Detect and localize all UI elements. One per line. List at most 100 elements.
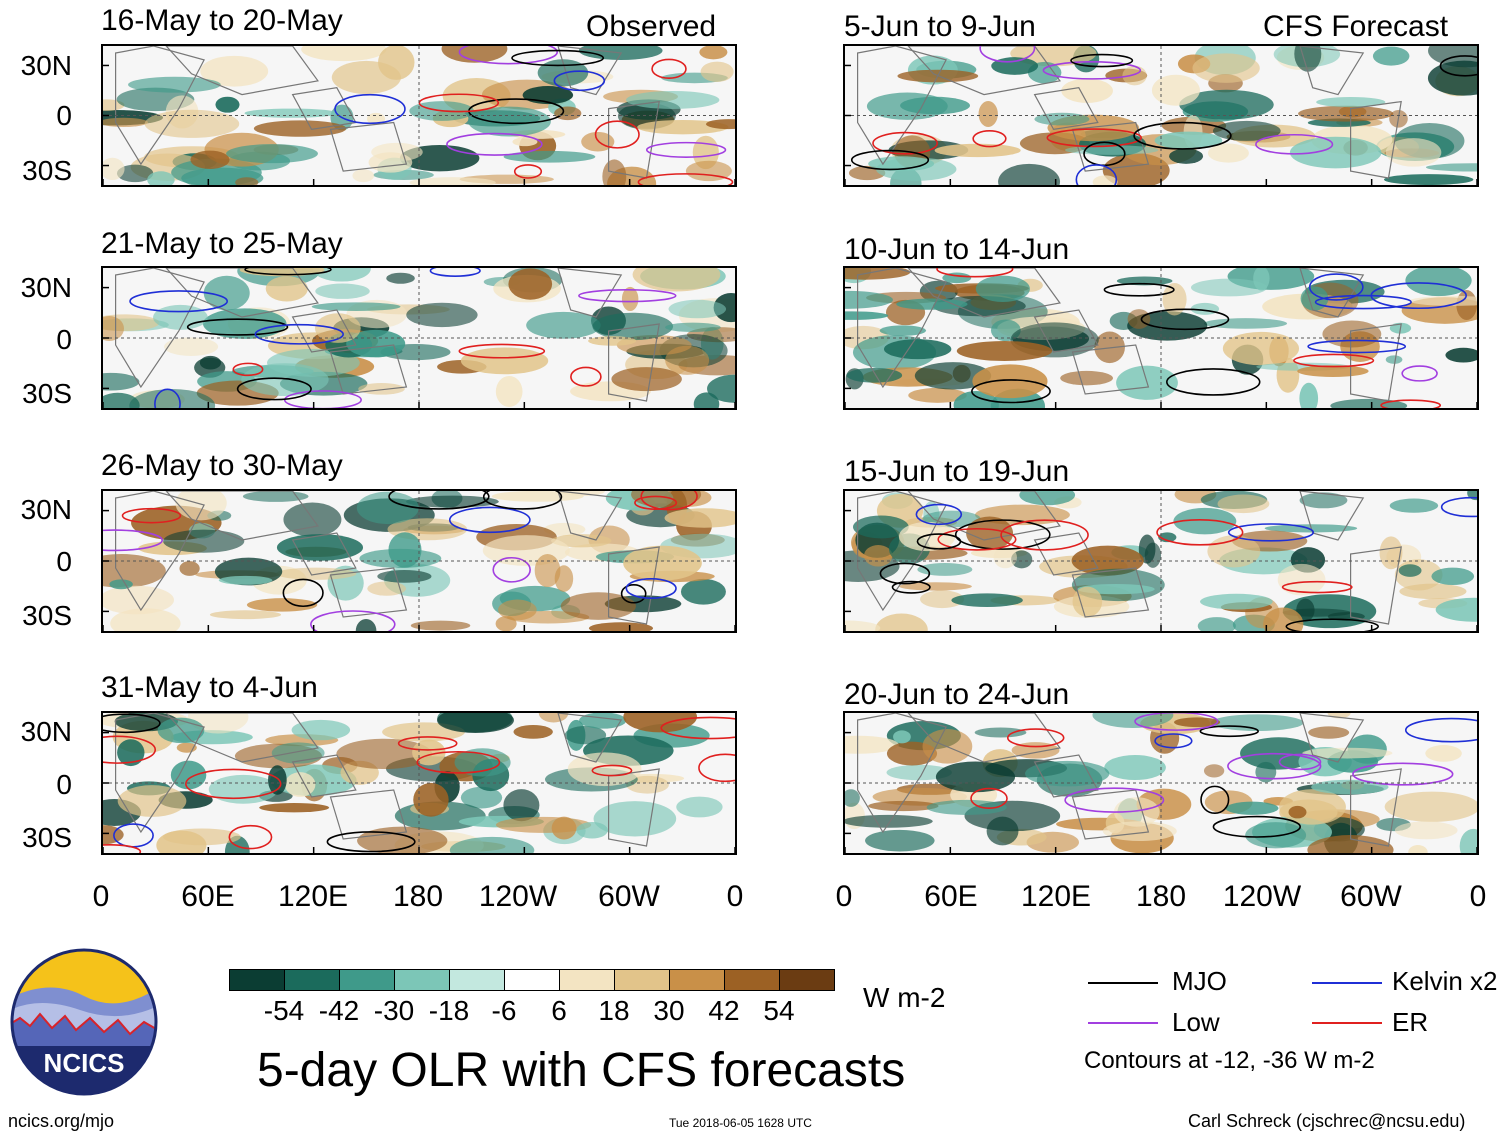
- olr-anomaly-blob: [986, 816, 1019, 846]
- land-outline: [1299, 713, 1365, 763]
- olr-anomaly-blob: [271, 742, 325, 764]
- olr-anomaly-blob: [1113, 797, 1160, 827]
- wave-contour: [492, 556, 531, 583]
- wave-contour: [228, 824, 273, 850]
- wave-contour: [446, 132, 543, 156]
- lat-label-30n: 30N: [20, 272, 72, 303]
- legend-label-er: ER: [1392, 1007, 1429, 1037]
- olr-anomaly-blob: [879, 325, 927, 336]
- wave-contour: [970, 787, 1008, 809]
- olr-anomaly-blob: [163, 828, 241, 846]
- olr-anomaly-blob: [1060, 370, 1113, 386]
- lat-label-30n: 30N: [20, 494, 72, 525]
- land-outline: [115, 491, 205, 612]
- map-observed-2: [101, 266, 737, 410]
- olr-anomaly-blob: [1383, 174, 1474, 185]
- legend-line-mjo: [1088, 982, 1158, 984]
- wave-contour: [1156, 519, 1244, 546]
- wave-contour: [634, 495, 678, 510]
- olr-anomaly-blob: [700, 61, 734, 82]
- olr-anomaly-blob: [579, 713, 627, 729]
- land-outline: [608, 546, 660, 625]
- land-outline: [329, 789, 408, 840]
- wave-contour: [972, 129, 1007, 148]
- olr-anomaly-blob: [538, 713, 569, 723]
- colorbar-swatch: [779, 969, 835, 991]
- olr-anomaly-blob: [1384, 791, 1477, 822]
- olr-anomaly-blob: [503, 150, 596, 163]
- wave-contour: [1046, 128, 1142, 148]
- land-outline: [115, 268, 205, 389]
- land-outline: [1071, 789, 1150, 840]
- lat-label-eq: 0: [56, 769, 72, 800]
- wave-contour: [1212, 815, 1301, 838]
- olr-anomaly-blob: [283, 502, 342, 537]
- olr-anomaly-blob: [886, 764, 952, 781]
- olr-anomaly-blob: [147, 171, 175, 185]
- land-outline: [165, 713, 319, 763]
- wave-contour: [1200, 785, 1230, 815]
- wave-contour: [570, 366, 602, 387]
- olr-anomaly-blob: [103, 392, 140, 408]
- colorbar-swatch: [559, 969, 615, 991]
- wave-contour: [1199, 725, 1259, 738]
- wave-contour: [1314, 294, 1412, 310]
- map-observed-1: [101, 44, 737, 187]
- olr-anomaly-blob: [1151, 74, 1200, 106]
- panel-title-forecast-2: 10-Jun to 14-Jun: [844, 233, 1070, 266]
- olr-anomaly-blob: [460, 786, 503, 809]
- colorbar-swatch: [229, 969, 285, 991]
- olr-anomaly-blob: [845, 814, 933, 828]
- wave-contour: [625, 577, 677, 600]
- land-outline: [857, 491, 947, 612]
- lon-label: 60W: [1340, 880, 1402, 913]
- olr-anomaly-blob: [1385, 138, 1442, 167]
- olr-anomaly-blob: [1311, 779, 1389, 795]
- land-outline: [291, 532, 357, 576]
- lat-label-eq: 0: [56, 100, 72, 131]
- olr-anomaly-blob: [1203, 318, 1288, 329]
- wave-contour: [1440, 496, 1477, 518]
- olr-anomaly-blob: [845, 268, 911, 280]
- footer-url[interactable]: ncics.org/mjo: [8, 1111, 115, 1131]
- wave-contour: [1352, 762, 1454, 786]
- olr-anomaly-blob: [460, 347, 549, 375]
- wave-contour: [1285, 618, 1379, 631]
- olr-anomaly-blob: [503, 789, 540, 822]
- land-outline: [857, 713, 947, 834]
- olr-anomaly-blob: [346, 329, 406, 358]
- land-outline: [165, 491, 319, 541]
- wave-contour: [936, 268, 1014, 278]
- olr-anomaly-blob: [676, 796, 723, 818]
- olr-anomaly-blob: [1299, 382, 1319, 408]
- wave-contour: [429, 268, 481, 277]
- wave-contour: [1281, 580, 1353, 594]
- olr-anomaly-blob: [1225, 801, 1279, 815]
- olr-anomaly-blob: [215, 96, 240, 113]
- olr-anomaly-blob: [668, 299, 727, 319]
- olr-anomaly-blob: [1302, 747, 1393, 759]
- olr-anomaly-blob: [1072, 586, 1103, 617]
- olr-anomaly-blob: [117, 739, 145, 767]
- lon-label: 60E: [924, 880, 978, 913]
- olr-anomaly-blob: [1379, 536, 1403, 570]
- lon-label: 0: [1469, 880, 1487, 913]
- olr-anomaly-blob: [208, 774, 278, 804]
- olr-anomaly-blob: [144, 109, 240, 138]
- olr-anomaly-blob: [377, 570, 432, 583]
- olr-anomaly-blob: [956, 340, 1053, 361]
- olr-anomaly-blob: [1372, 46, 1410, 66]
- olr-anomaly-blob: [437, 713, 514, 733]
- olr-anomaly-blob: [386, 272, 415, 284]
- olr-anomaly-blob: [1203, 764, 1225, 778]
- olr-anomaly-blob: [1299, 492, 1348, 509]
- olr-anomaly-blob: [495, 816, 592, 833]
- olr-anomaly-blob: [1173, 507, 1237, 535]
- olr-anomaly-blob: [1405, 268, 1472, 297]
- olr-anomaly-blob: [883, 339, 952, 360]
- olr-anomaly-blob: [1169, 148, 1204, 164]
- wave-contour: [1255, 133, 1334, 155]
- land-outline: [857, 46, 947, 166]
- land-outline: [1299, 491, 1365, 541]
- wave-contour: [326, 831, 416, 853]
